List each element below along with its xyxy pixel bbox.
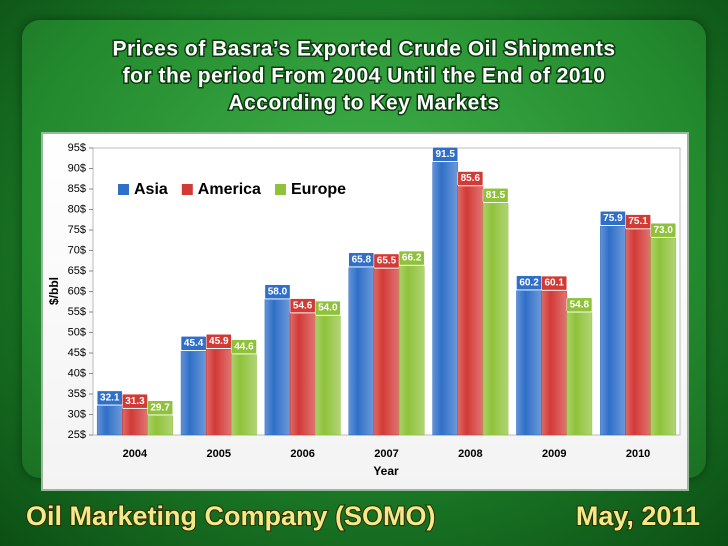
x-tick-label: 2006 [290,448,314,460]
value-label: 54.6 [293,300,313,311]
y-tick-label: 40$ [68,367,86,379]
bar [482,203,509,436]
y-tick-label: 50$ [68,326,86,338]
y-tick-label: 95$ [68,142,86,154]
bar [625,229,651,436]
y-tick-label: 75$ [68,224,86,236]
bar [289,313,316,436]
value-label: 75.1 [628,216,648,227]
value-label: 54.0 [318,303,338,314]
x-tick-label: 2010 [626,448,650,460]
bar [541,290,568,436]
value-label: 60.1 [544,278,564,289]
bar [314,315,341,436]
value-label: 45.4 [184,338,204,349]
bar [231,354,257,436]
value-label: 65.5 [377,256,397,267]
y-tick-label: 80$ [68,203,86,215]
chart-title: for the period From 2004 Until the End o… [123,65,606,88]
footer-company: Oil Marketing Company (SOMO) [26,501,436,531]
bar [566,312,593,436]
value-label: 32.1 [100,393,120,404]
bar [205,349,232,436]
value-label-box [432,147,459,162]
value-label-box [314,300,341,316]
bar [96,405,123,436]
x-tick-label: 2009 [542,448,566,460]
value-label: 66.2 [402,253,422,264]
chart-title: According to Key Markets [228,92,499,115]
value-label-box [398,250,425,266]
value-label-box [625,214,651,229]
value-label-box [147,400,173,415]
legend-swatch [274,184,286,195]
y-tick-label: 30$ [68,408,86,420]
value-label: 31.3 [125,396,145,407]
value-label-box [541,275,568,291]
bar [373,268,400,436]
y-tick-label: 45$ [68,347,86,359]
y-axis-label: $/bbl [47,277,61,305]
footer-date: May, 2011 [576,501,700,531]
value-label: 81.5 [486,190,506,201]
value-label-box [457,171,484,186]
legend-label: Asia [134,181,168,198]
value-label: 91.5 [435,149,455,160]
bar [348,267,375,436]
y-tick-label: 65$ [68,265,86,277]
value-label-box [231,339,257,354]
legend-label: Europe [291,181,346,198]
legend-label: America [198,181,261,198]
x-tick-label: 2008 [458,448,482,460]
y-tick-label: 35$ [68,388,86,400]
bar [516,290,542,436]
value-label-box [482,188,509,203]
bar [122,408,148,436]
value-label: 75.9 [603,213,623,224]
bar [432,162,459,436]
x-tick-label: 2007 [374,448,398,460]
bar [457,186,484,436]
bar [264,299,291,436]
y-tick-label: 25$ [68,429,86,441]
x-tick-label: 2004 [123,448,148,460]
value-label: 60.2 [519,277,539,288]
bar [147,415,173,436]
value-label: 45.9 [209,336,229,347]
y-tick-label: 55$ [68,306,86,318]
value-label: 58.0 [268,286,288,297]
legend-swatch [181,184,193,195]
value-label: 85.6 [461,173,481,184]
value-label: 44.6 [234,341,254,352]
value-label: 29.7 [150,402,170,413]
bar [650,237,677,436]
x-tick-label: 2005 [207,448,231,460]
y-tick-label: 85$ [68,183,86,195]
value-label: 73.0 [653,225,673,236]
legend-swatch [118,184,129,195]
y-tick-label: 60$ [68,285,86,297]
value-label-box [650,222,677,238]
y-tick-label: 70$ [68,244,86,256]
value-label: 65.8 [352,254,372,265]
x-axis-label: Year [373,464,399,478]
value-label-box [566,297,593,313]
value-label-box [264,284,291,299]
bar [600,226,626,436]
chart-title: Prices of Basra’s Exported Crude Oil Shi… [112,38,615,61]
value-label: 54.8 [570,299,590,310]
y-tick-label: 90$ [68,162,86,174]
bar [180,351,207,436]
bar [398,265,425,436]
